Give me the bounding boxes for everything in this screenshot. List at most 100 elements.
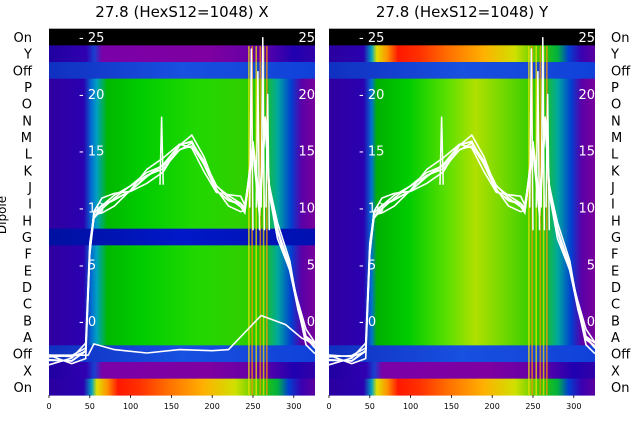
row-label: F <box>25 248 32 263</box>
overlay-ytick: - 20 <box>79 88 104 103</box>
heatmap-row <box>329 328 595 346</box>
row-label: H <box>22 214 32 229</box>
overlay-ytick-right: 0 <box>307 315 315 330</box>
row-label: A <box>23 331 32 346</box>
chart-title: 27.8 (HexS12=1048) X <box>95 3 268 21</box>
row-label: G <box>22 231 32 246</box>
overlay-spike <box>159 116 164 185</box>
row-label: G <box>611 231 621 246</box>
heatmap-stripe <box>266 46 268 395</box>
row-label: K <box>611 164 620 179</box>
overlay-ytick-right: 20 <box>578 88 595 103</box>
xtick-label: 0 <box>326 402 331 411</box>
heatmap-row <box>329 45 595 63</box>
xtick-label: 100 <box>123 402 138 411</box>
row-label: X <box>611 364 620 379</box>
row-label: N <box>611 114 621 129</box>
heatmap-row <box>49 362 315 380</box>
row-label: On <box>14 381 32 396</box>
row-label: M <box>21 131 32 146</box>
row-label: On <box>14 31 32 46</box>
heatmap-stripe <box>528 46 530 395</box>
xtick-label: 50 <box>365 402 375 411</box>
xtick-label: 250 <box>245 402 260 411</box>
row-label: Off <box>611 64 631 79</box>
overlay-line <box>48 121 316 362</box>
xtick-label: 100 <box>403 402 418 411</box>
row-label: B <box>23 314 32 329</box>
row-label: I <box>28 198 32 213</box>
row-label: L <box>25 148 33 163</box>
overlay-line <box>328 125 596 366</box>
heatmap-row <box>329 62 595 80</box>
heatmap-row <box>49 62 315 80</box>
xtick-label: 200 <box>205 402 220 411</box>
row-label: L <box>611 148 619 163</box>
xtick-label: 300 <box>286 402 301 411</box>
overlay-spike <box>540 37 546 231</box>
heatmap-row <box>49 328 315 346</box>
heatmap-row <box>49 162 315 180</box>
overlay-ytick: - 15 <box>359 145 384 160</box>
overlay-ytick-right: 20 <box>298 88 315 103</box>
heatmap-stripe <box>546 46 548 395</box>
overlay-ytick-right: 5 <box>587 258 595 273</box>
heatmap-row <box>49 112 315 130</box>
heatmap-row <box>49 28 315 46</box>
row-label: Off <box>611 348 631 363</box>
overlay-line <box>49 314 316 356</box>
overlay-ytick-right: 10 <box>298 202 315 217</box>
overlay-ytick-right: 15 <box>298 145 315 160</box>
row-label: O <box>22 98 32 113</box>
heatmap-stripe <box>539 46 542 395</box>
row-label: J <box>610 181 615 196</box>
heatmap-row <box>329 345 595 363</box>
heatmap-row <box>329 378 595 396</box>
row-label: X <box>23 364 32 379</box>
overlay-ytick-right: 25 <box>578 31 595 46</box>
row-label: Off <box>13 64 33 79</box>
heatmap-row <box>49 228 315 246</box>
row-label: O <box>611 98 621 113</box>
chart-title: 27.8 (HexS12=1048) Y <box>376 3 549 21</box>
row-label: A <box>611 331 620 346</box>
overlay-spike <box>260 37 266 231</box>
xtick-label: 0 <box>46 402 51 411</box>
y-axis-label: Dipole <box>0 196 9 234</box>
row-label: M <box>611 131 622 146</box>
xtick-label: 50 <box>85 402 95 411</box>
row-label: Y <box>610 48 619 63</box>
heatmap-row <box>329 362 595 380</box>
heatmap-row <box>329 162 595 180</box>
overlay-ytick-right: 25 <box>298 31 315 46</box>
row-label: B <box>611 314 620 329</box>
overlay-ytick: - 15 <box>79 145 104 160</box>
row-label: I <box>611 198 615 213</box>
row-label: P <box>24 81 32 96</box>
overlay-ytick-right: 15 <box>578 145 595 160</box>
row-label: C <box>611 298 620 313</box>
heatmap-row <box>329 28 595 46</box>
overlay-spike <box>545 93 551 231</box>
xtick-label: 150 <box>444 402 459 411</box>
row-label: K <box>23 164 32 179</box>
row-label: Off <box>13 348 33 363</box>
row-label: On <box>611 31 629 46</box>
heatmap-row <box>49 295 315 313</box>
heatmap-row <box>49 45 315 63</box>
xtick-label: 200 <box>485 402 500 411</box>
row-label: N <box>22 114 32 129</box>
row-label: D <box>22 281 32 296</box>
heatmap-row <box>329 228 595 246</box>
heatmap-stripe <box>535 46 538 395</box>
heatmap-row <box>329 112 595 130</box>
heatmap-row <box>329 295 595 313</box>
row-label: H <box>611 214 621 229</box>
row-label: On <box>611 381 629 396</box>
row-label: D <box>611 281 621 296</box>
overlay-ytick-right: 0 <box>587 315 595 330</box>
overlay-line <box>328 121 596 362</box>
heatmap-stripe <box>248 46 250 395</box>
